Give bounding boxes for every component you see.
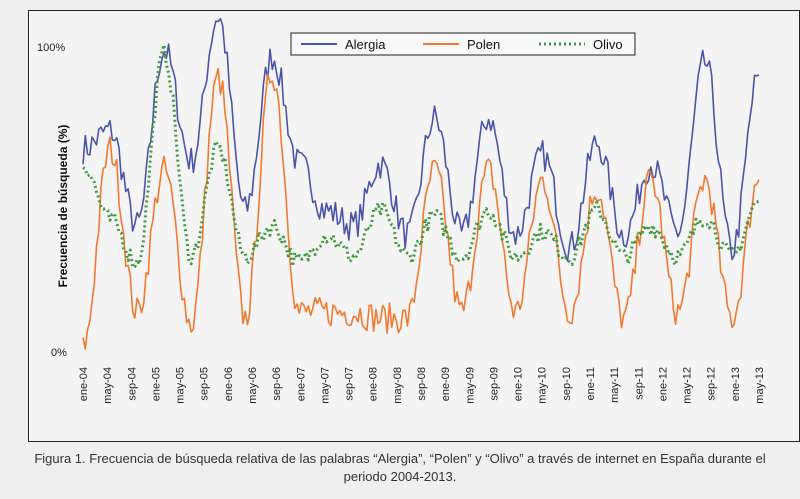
x-tick-label: sep-12 [706,367,718,401]
x-tick-label: may-08 [392,367,404,404]
x-tick-label: ene-11 [585,367,597,400]
legend-label-polen: Polen [467,37,500,52]
chart-frame: Frecuencia de búsqueda (%) 100% 0% ene-0… [28,10,800,442]
x-tick-label: ene-07 [295,367,307,401]
series-line-polen [82,67,760,350]
x-tick-label: may-05 [175,367,187,404]
x-tick-label: ene-10 [513,367,525,401]
caption-line-2: periodo 2004-2013. [343,469,457,484]
figure-caption: Figura 1. Frecuencia de búsqueda relativ… [0,450,800,486]
y-tick-0: 0% [51,347,67,359]
legend-label-olivo: Olivo [593,37,623,52]
x-tick-label: ene-06 [223,367,235,401]
caption-line-1: Figura 1. Frecuencia de búsqueda relativ… [34,451,766,466]
x-tick-label: may-06 [247,367,259,404]
x-tick-label: may-10 [537,367,549,404]
x-tick-label: may-11 [609,367,621,403]
x-tick-label: may-12 [682,367,694,404]
x-tick-label: sep-04 [126,367,138,401]
x-tick-label: may-04 [102,367,114,404]
x-tick-label: may-09 [464,367,476,404]
x-tick-label: sep-10 [561,367,573,401]
x-tick-label: ene-05 [150,367,162,401]
legend: Alergia Polen Olivo [290,32,636,56]
x-tick-label: sep-07 [344,367,356,401]
legend-box [290,32,636,56]
y-axis-label: Frecuencia de búsqueda (%) [56,125,70,288]
x-tick-label: sep-06 [271,367,283,401]
x-tick-label: sep-09 [488,367,500,401]
x-tick-label: sep-08 [416,367,428,401]
x-tick-label: sep-05 [199,367,211,401]
x-tick-label: may-13 [754,367,766,404]
x-tick-label: sep-11 [633,367,645,400]
series-layer [82,17,760,350]
x-tick-label: ene-08 [368,367,380,401]
x-tick-label: ene-13 [730,367,742,401]
line-chart: Frecuencia de búsqueda (%) 100% 0% ene-0… [37,17,766,404]
series-line-olivo [82,43,760,269]
x-tick-label: may-07 [319,367,331,404]
x-axis-ticks: ene-04 may-04 sep-04 ene-05 may-05 sep-05 ene-… [78,367,766,404]
y-tick-100: 100% [37,42,65,54]
x-tick-label: ene-04 [78,367,90,401]
legend-label-alergia: Alergia [345,37,386,52]
x-tick-label: ene-12 [657,367,669,401]
x-tick-label: ene-09 [440,367,452,401]
